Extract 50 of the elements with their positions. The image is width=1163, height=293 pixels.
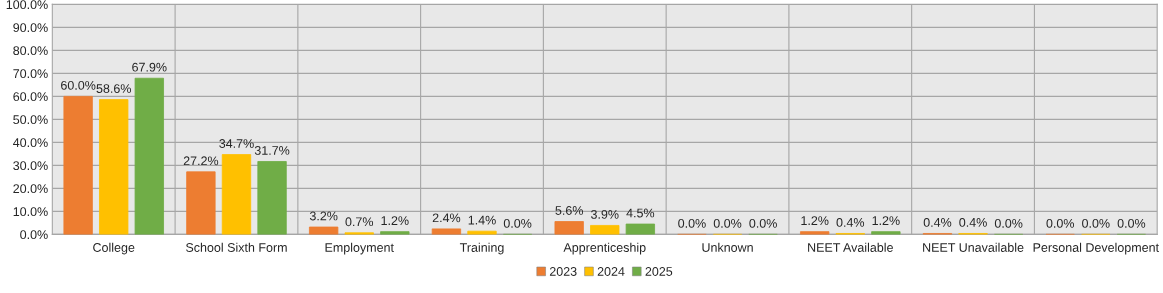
data-label: 0.0% (1082, 218, 1110, 228)
y-tick-label: 40.0% (13, 138, 48, 148)
x-tick-label: NEET Unavailable (923, 242, 1024, 252)
y-tick-label: 30.0% (13, 161, 48, 171)
data-label: 0.4% (959, 217, 987, 227)
x-tick-label: Employment (325, 242, 394, 255)
y-tick-label: 70.0% (13, 69, 48, 79)
data-label: 67.9% (132, 62, 167, 72)
legend-label: 2025 (645, 267, 673, 276)
data-label: 0.0% (678, 218, 706, 228)
y-tick-label: 50.0% (13, 115, 48, 125)
data-label: 0.0% (503, 218, 532, 228)
data-label: 4.5% (626, 208, 655, 218)
x-tick-label: Training (459, 242, 504, 255)
y-tick-label: 10.0% (13, 207, 48, 217)
data-label: 60.0% (61, 80, 96, 90)
data-label: 1.2% (872, 216, 900, 225)
data-label: 2.4% (432, 213, 461, 223)
x-tick-label: College (93, 242, 135, 255)
x-tick-label: NEET Available (808, 242, 893, 252)
data-label: 1.2% (381, 216, 409, 225)
x-tick-label: School Sixth Form (185, 242, 287, 252)
y-tick-label: 60.0% (13, 92, 48, 102)
data-label: 0.4% (836, 217, 865, 227)
y-tick-label: 80.0% (13, 46, 48, 56)
data-label: 0.4% (923, 217, 952, 227)
data-label: 27.2% (183, 156, 219, 166)
legend-label: 2023 (549, 267, 577, 276)
x-tick-label: Apprenticeship (563, 242, 646, 255)
data-label: 0.0% (749, 218, 777, 228)
data-label: 3.2% (309, 211, 338, 221)
data-label: 1.2% (801, 216, 829, 225)
y-tick-label: 90.0% (13, 23, 48, 33)
data-label: 3.9% (590, 209, 619, 219)
data-label: 0.0% (1117, 218, 1146, 228)
y-tick-label: 0.0% (20, 230, 48, 240)
data-label: 31.7% (254, 146, 290, 155)
y-tick-label: 100.0% (6, 0, 48, 10)
x-tick-label: Personal Development (1033, 242, 1159, 255)
data-label: 0.0% (1046, 218, 1075, 228)
data-label: 58.6% (96, 84, 131, 93)
data-label: 5.6% (555, 206, 583, 215)
data-label: 34.7% (219, 139, 254, 148)
data-label: 0.0% (713, 218, 742, 228)
data-label: 0.0% (994, 218, 1023, 228)
data-label: 0.7% (345, 217, 374, 227)
data-label: 1.4% (468, 215, 496, 225)
y-tick-label: 20.0% (13, 184, 48, 194)
legend-label: 2024 (597, 267, 625, 276)
x-tick-label: Unknown (702, 242, 753, 252)
